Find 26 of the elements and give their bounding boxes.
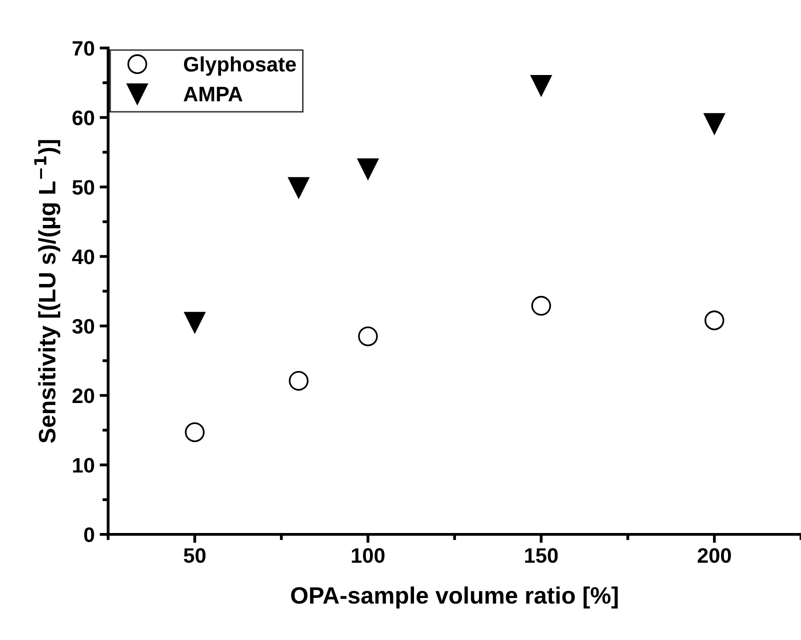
x-tick-label: 50 [184,548,206,563]
x-tick-label: 200 [698,548,731,563]
y-tick-label: 0 [84,527,94,542]
y-tick-label: 20 [72,388,94,404]
y-tick-label: 30 [72,318,94,334]
x-tick-label: 100 [352,548,384,563]
point [704,310,724,330]
y-tick-label: 70 [72,41,94,56]
point [357,158,379,180]
y-tick-label: 40 [72,249,94,264]
y-axis-title: Sensitivity [(LU s)/(µg L$^{−1}$)] [34,140,60,443]
legend-label: AMPA [184,86,242,102]
point [184,422,205,442]
legend-label: Glyphosate [184,56,296,76]
y-tick-label: 10 [73,458,94,473]
point [184,312,206,334]
point [704,113,725,134]
x-tick-label: 150 [525,548,558,563]
y-tick-label: 60 [72,110,94,126]
point [358,326,378,346]
x-axis-title: OPA-sample volume ratio [%] [291,586,618,608]
point [288,177,310,198]
point [531,296,552,316]
point [288,370,309,391]
y-tick-label: 50 [72,180,94,195]
point [530,74,552,96]
